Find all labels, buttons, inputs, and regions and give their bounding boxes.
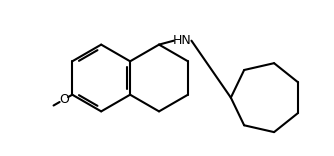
Text: HN: HN xyxy=(173,34,192,47)
Text: O: O xyxy=(59,93,69,106)
